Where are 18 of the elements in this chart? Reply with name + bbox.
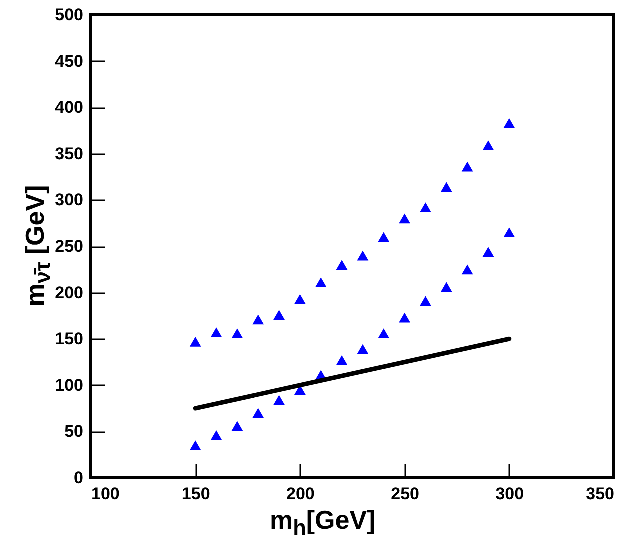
y-tick-label: 400: [55, 98, 84, 118]
y-tick-label: 350: [55, 144, 84, 164]
x-tick-label: 200: [286, 484, 315, 504]
y-tick-label: 200: [55, 283, 84, 302]
x-axis-title: m$_{h}$[GeV]: [270, 505, 376, 541]
y-tick-label: 500: [55, 6, 84, 24]
y-tick-label: 250: [55, 237, 84, 256]
y-tick-label: 450: [55, 52, 84, 71]
y-tick-label: 100: [55, 376, 84, 395]
x-tick-label: 100: [92, 484, 120, 504]
x-tick-label: 300: [496, 484, 524, 504]
y-tick-label: 300: [55, 190, 84, 210]
y-tick-label: 150: [55, 330, 84, 349]
x-tick-label: 150: [182, 484, 210, 504]
y-tick-label: 50: [64, 422, 84, 442]
x-tick-label: 350: [586, 484, 614, 504]
y-tick-label: 0: [74, 468, 84, 488]
x-tick-label: 250: [391, 484, 420, 504]
